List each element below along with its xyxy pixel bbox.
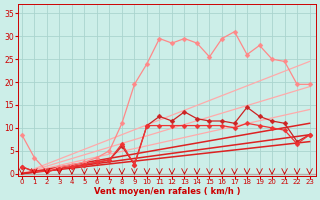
X-axis label: Vent moyen/en rafales ( km/h ): Vent moyen/en rafales ( km/h )	[94, 187, 240, 196]
